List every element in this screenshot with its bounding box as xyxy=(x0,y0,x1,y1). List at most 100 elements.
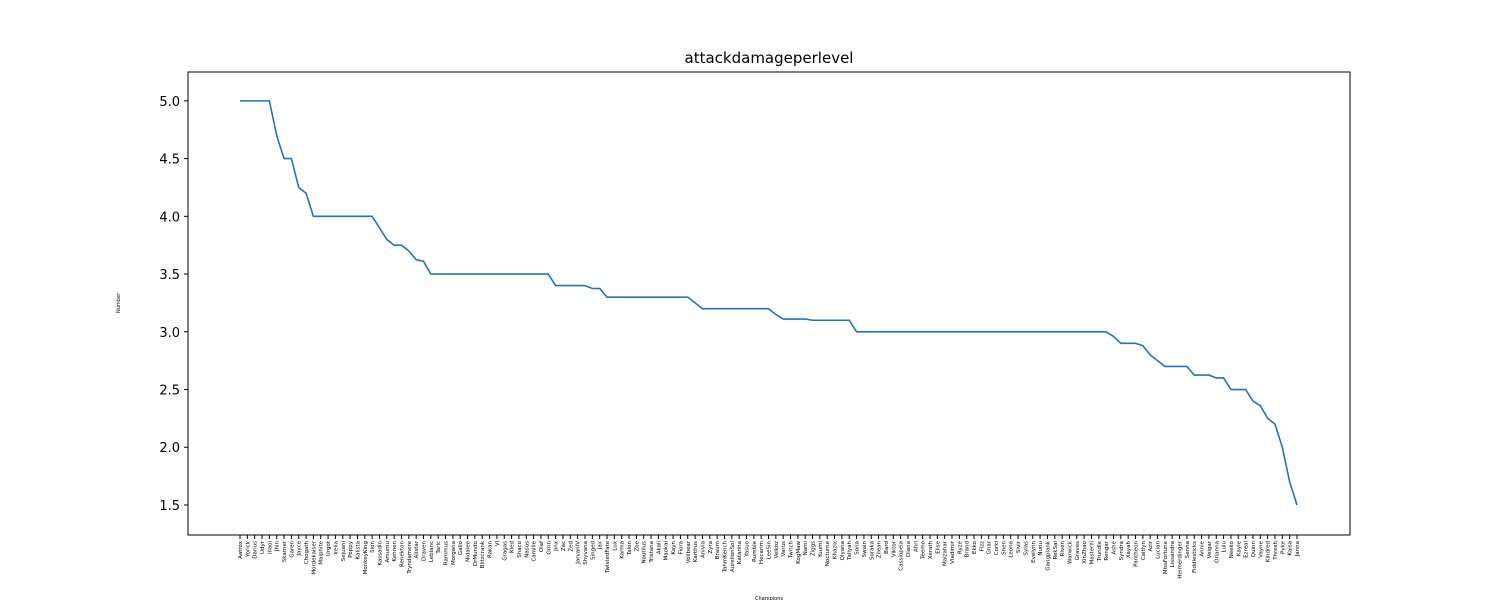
x-tick-label: Rakan xyxy=(488,540,494,558)
x-tick-label: Skarner xyxy=(282,540,288,562)
x-tick-label: Pyke xyxy=(1280,540,1286,554)
x-tick-label: Neeko xyxy=(1229,540,1235,558)
x-tick-label: Aatrox xyxy=(238,540,244,559)
x-tick-label: Twitch xyxy=(789,541,795,560)
x-tick-label: Velkoz xyxy=(774,541,780,559)
x-tick-label: Ryze xyxy=(957,540,963,554)
x-tick-label: Khazix xyxy=(833,540,839,559)
x-tick-label: Graves xyxy=(1075,541,1081,561)
y-tick-label: 3.0 xyxy=(159,326,180,341)
x-tick-label: Fiddlesticks xyxy=(1192,541,1198,573)
x-tick-label: Cassiopeia xyxy=(899,541,905,571)
x-tick-label: MonkeyKing xyxy=(363,541,369,574)
x-tick-label: Diana xyxy=(906,541,912,557)
x-tick-label: Ziggs xyxy=(811,541,817,556)
x-tick-label: Lissandra xyxy=(1170,541,1176,567)
x-tick-label: Xerath xyxy=(928,540,934,559)
x-tick-label: Kindred xyxy=(1266,541,1272,562)
y-tick-label: 3.5 xyxy=(159,268,180,283)
x-tick-label: Fizz xyxy=(979,541,985,551)
x-tick-label: Talon xyxy=(627,540,633,556)
x-tick-label: Gragas xyxy=(502,541,508,561)
x-tick-label: Camille xyxy=(532,540,538,561)
x-tick-label: Chogath xyxy=(304,540,310,564)
x-tick-label: Fiora xyxy=(678,541,684,554)
x-tick-label: Lux xyxy=(612,540,618,550)
chart-title: attackdamageperlevel xyxy=(685,49,854,67)
x-tick-label: Leona xyxy=(1009,541,1015,558)
x-tick-label: Vladimir xyxy=(950,540,956,564)
x-tick-label: Thresh xyxy=(1273,540,1279,560)
x-tick-label: Annie xyxy=(1200,540,1206,556)
x-tick-label: Hecarim xyxy=(759,541,765,564)
x-tick-label: Nasus xyxy=(524,541,530,558)
x-tick-label: Karthus xyxy=(693,541,699,562)
x-tick-label: Leblanc xyxy=(429,541,435,562)
x-tick-label: Jhin xyxy=(275,540,281,552)
x-tick-label: Viktor xyxy=(891,540,897,557)
x-tick-label: Mordekaiser xyxy=(311,540,317,574)
x-tick-label: Garen xyxy=(289,540,295,557)
x-tick-label: Morgana xyxy=(451,541,457,565)
x-tick-label: Xayah xyxy=(1126,540,1132,558)
x-tick-label: Senna xyxy=(1185,541,1191,558)
x-tick-label: Elise xyxy=(935,540,941,553)
x-tick-label: Janna xyxy=(1295,541,1301,557)
x-tick-label: Udyr xyxy=(260,540,266,554)
x-tick-label: Warwick xyxy=(1067,540,1073,564)
x-tick-label: Corki xyxy=(994,541,1000,556)
x-tick-label: Draven xyxy=(422,540,428,561)
x-axis-label: Champions xyxy=(755,596,783,600)
x-tick-label: Rumble xyxy=(752,540,758,561)
x-tick-label: Kled xyxy=(510,541,516,553)
x-tick-label: Jax xyxy=(598,540,604,550)
y-tick-label: 4.0 xyxy=(159,210,180,225)
x-tick-label: Rengar xyxy=(1104,540,1110,560)
x-tick-label: Veigar xyxy=(1207,540,1213,558)
y-tick-label: 2.5 xyxy=(159,384,180,399)
x-tick-label: Heimerdinger xyxy=(1178,540,1184,578)
x-tick-label: Yorick xyxy=(245,540,251,558)
y-tick-label: 2.0 xyxy=(159,441,180,456)
x-tick-label: Olaf xyxy=(539,540,545,552)
x-tick-label: Vayne xyxy=(1258,540,1264,557)
x-tick-label: Ornn xyxy=(546,540,552,554)
x-tick-label: Malphite xyxy=(319,540,325,564)
x-tick-label: RekSai xyxy=(1053,541,1059,560)
x-tick-label: Ekko xyxy=(972,540,978,554)
x-tick-label: Zed xyxy=(568,541,574,552)
x-tick-label: Tryndamere xyxy=(407,540,413,574)
x-tick-label: Quinn xyxy=(1251,540,1257,557)
x-tick-label: Tristana xyxy=(649,541,655,564)
x-tick-label: Ashe xyxy=(1111,540,1117,554)
x-tick-label: Anivia xyxy=(700,541,706,558)
x-tick-label: Kalista xyxy=(355,541,361,559)
x-tick-label: Poppy xyxy=(348,540,354,557)
x-tick-label: Gnar xyxy=(987,540,993,554)
x-tick-label: Kayn xyxy=(671,540,677,554)
x-tick-label: Nidalee xyxy=(466,540,472,561)
x-tick-label: Taric xyxy=(436,541,442,555)
x-tick-label: Kassadin xyxy=(377,540,383,565)
x-tick-label: Volibear xyxy=(686,540,692,563)
x-tick-label: Nocturne xyxy=(825,540,831,566)
x-tick-label: Shen xyxy=(1001,540,1007,554)
x-tick-label: Jayce xyxy=(297,540,303,556)
x-tick-label: Sejuani xyxy=(341,541,347,562)
x-tick-label: Maokai xyxy=(664,541,670,561)
x-tick-label: DrMundo xyxy=(473,540,479,566)
x-tick-label: Riven xyxy=(1060,540,1066,556)
x-tick-label: Soraka xyxy=(869,541,875,560)
x-tick-label: Urgot xyxy=(326,540,332,556)
x-tick-label: Darius xyxy=(253,541,259,559)
x-tick-label: Evelynn xyxy=(1031,540,1037,562)
x-tick-label: Kennen xyxy=(392,540,398,561)
x-tick-label: Qiyana xyxy=(840,541,846,560)
x-tick-label: Nautilus xyxy=(642,541,648,564)
x-tick-label: KogMaw xyxy=(796,541,802,564)
x-tick-label: Malzahar xyxy=(943,540,949,566)
x-tick-label: Renekton xyxy=(399,540,405,567)
x-tick-label: Orianna xyxy=(1214,541,1220,563)
x-tick-label: Zilean xyxy=(877,541,883,559)
